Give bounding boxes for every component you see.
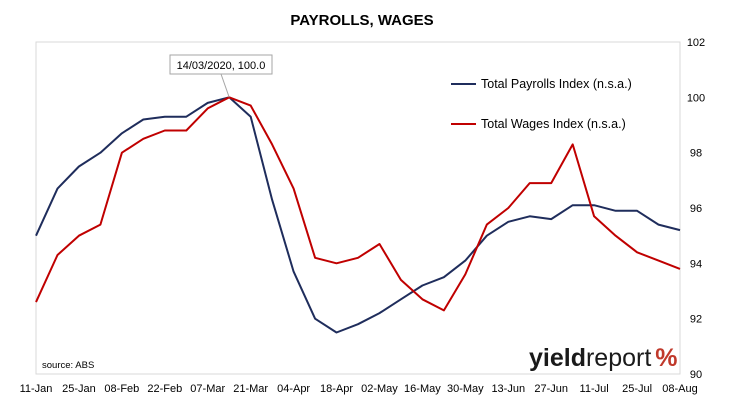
x-tick-label: 27-Jun [534,383,568,395]
y-tick-label: 98 [690,148,702,160]
series-line-payrolls [35,96,681,334]
x-tick-label: 22-Feb [147,383,182,395]
x-tick-label: 13-Jun [491,383,525,395]
legend: Total Payrolls Index (n.s.a.) Total Wage… [451,77,632,131]
callout-leader-line [220,73,230,98]
logo-word-report: report [586,344,651,372]
x-tick-label: 04-Apr [277,383,310,395]
x-tick-label: 11-Jan [20,383,53,395]
callout-label: 14/03/2020, 100.0 [177,60,266,72]
y-axis: 90 92 94 96 98 100 102 [687,37,705,381]
legend-label-payrolls: Total Payrolls Index (n.s.a.) [481,77,632,91]
yieldreport-wordmark: yieldreport% [529,344,678,372]
x-tick-label: 08-Aug [662,383,697,395]
y-tick-label: 90 [690,369,702,381]
y-tick-label: 100 [687,92,705,104]
x-tick-label: 21-Mar [233,383,268,395]
x-tick-label: 11-Jul [580,383,609,395]
data-callout: 14/03/2020, 100.0 [169,54,273,98]
chart-title: PAYROLLS, WAGES [290,12,433,29]
x-axis: 11-Jan 25-Jan 08-Feb 22-Feb 07-Mar 21-Mar 04-A… [20,383,698,395]
x-tick-label: 25-Jul [622,383,652,395]
y-tick-label: 96 [690,203,702,215]
series-lines [35,96,681,334]
x-tick-label: 25-Jan [62,383,96,395]
x-tick-label: 18-Apr [320,383,353,395]
yieldreport-logo: yieldreport% [529,344,678,372]
plot-frame [35,41,681,375]
x-tick-label: 08-Feb [104,383,139,395]
x-tick-label: 16-May [404,383,441,395]
series-line-wages [35,96,681,312]
logo-word-yield: yield [529,344,586,372]
logo-percent-sign: % [655,344,677,372]
legend-label-wages: Total Wages Index (n.s.a.) [481,117,626,131]
source-note: source: ABS [42,360,94,371]
x-tick-label: 30-May [447,383,484,395]
y-tick-label: 94 [690,258,702,270]
x-tick-label: 02-May [361,383,398,395]
x-tick-label: 07-Mar [190,383,225,395]
y-tick-label: 92 [690,314,702,326]
y-tick-label: 102 [687,37,705,49]
